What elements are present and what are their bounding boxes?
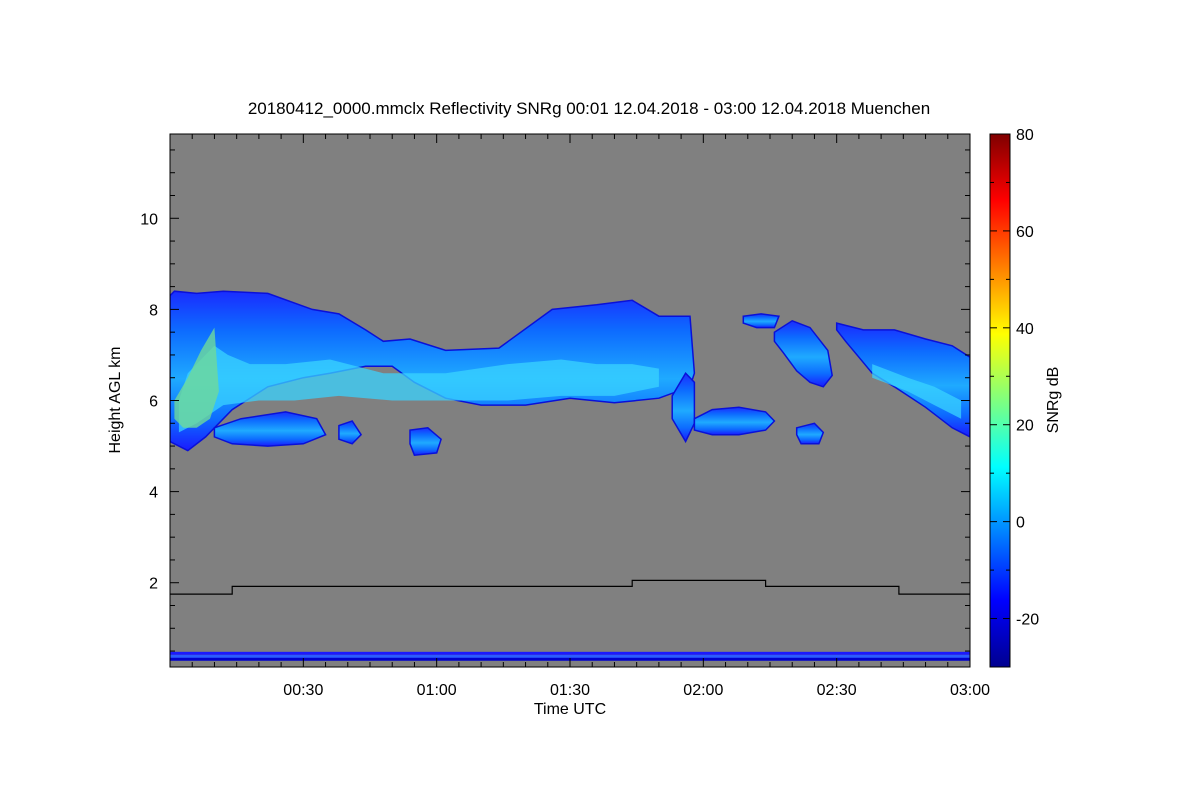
echo-region-patch-near-2am [693, 406, 776, 436]
colorbar-tick-label: -20 [1016, 612, 1039, 629]
y-tick-label: 4 [149, 485, 158, 502]
echo-region-cell-0215 [773, 319, 833, 388]
echo-region-lower-patch-2 [338, 420, 363, 445]
colorbar [989, 133, 1011, 668]
y-tick-label: 8 [149, 302, 158, 319]
echo-region-cell-0207 [742, 313, 780, 329]
y-axis: 2 4 6 8 10 [140, 149, 970, 652]
echo-region-lower-patch-3 [409, 427, 442, 457]
clutter-line [170, 655, 970, 659]
x-tick-label: 02:00 [683, 682, 723, 699]
y-tick-label: 10 [140, 211, 158, 228]
echo-region-right-cloud [835, 322, 970, 438]
chart-title: 20180412_0000.mmclx Reflectivity SNRg 00… [248, 99, 930, 118]
colorbar-tick-label: 40 [1016, 321, 1034, 338]
colorbar-tick-label: 80 [1016, 127, 1034, 144]
x-axis-label: Time UTC [534, 701, 606, 718]
colorbar-ticks: -20 0 20 40 60 80 [990, 127, 1039, 668]
colorbar-tick-label: 0 [1016, 515, 1025, 532]
x-tick-label: 03:00 [950, 682, 990, 699]
echo-core-strong [174, 327, 219, 428]
echo-layer [170, 290, 970, 457]
x-tick-label: 02:30 [817, 682, 857, 699]
colorbar-tick-label: 60 [1016, 224, 1034, 241]
echo-region-lower-patch-1 [213, 411, 327, 447]
x-tick-label: 01:30 [550, 682, 590, 699]
echo-region-small-0225 [795, 422, 825, 445]
y-tick-label: 2 [149, 576, 158, 593]
x-tick-label: 00:30 [283, 682, 323, 699]
y-axis-label: Height AGL km [107, 346, 124, 453]
y-tick-label: 6 [149, 394, 158, 411]
plot-background [170, 134, 970, 667]
x-tick-label: 01:00 [417, 682, 457, 699]
colorbar-tick-label: 20 [1016, 418, 1034, 435]
x-axis: 00:30 01:00 01:30 02:00 02:30 03:00 [191, 134, 990, 699]
step-line [170, 579, 970, 595]
clutter-line [170, 651, 970, 655]
colorbar-label: SNRg dB [1045, 367, 1062, 434]
